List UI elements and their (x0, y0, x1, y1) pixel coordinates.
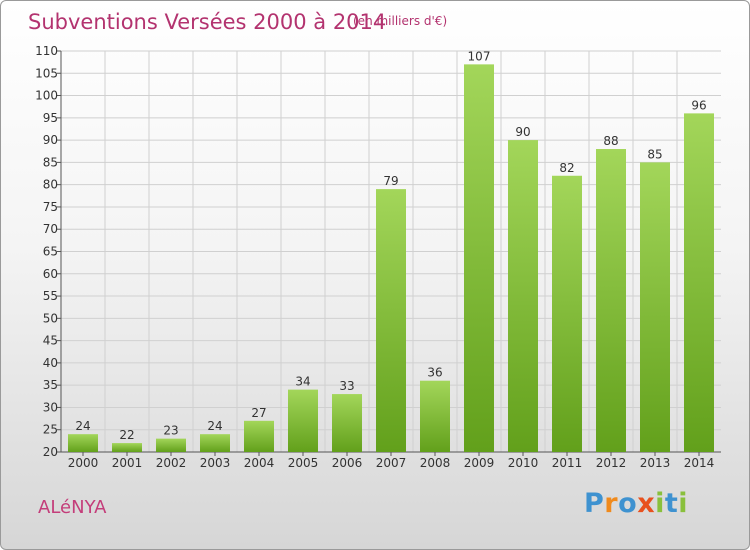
x-tick-label: 2011 (552, 456, 583, 470)
bar (552, 175, 582, 452)
bar (420, 380, 450, 452)
logo-letter: r (604, 488, 619, 519)
y-tick-label: 40 (43, 356, 58, 370)
bar (288, 389, 318, 452)
y-tick-label: 80 (43, 178, 58, 192)
logo-letter: i (678, 488, 689, 519)
value-label: 34 (295, 375, 310, 389)
y-tick-label: 100 (35, 89, 58, 103)
y-tick-label: 90 (43, 133, 58, 147)
x-tick-label: 2009 (464, 456, 495, 470)
bar (332, 394, 362, 452)
bar (244, 420, 274, 452)
value-label: 88 (603, 134, 618, 148)
value-label: 90 (515, 125, 530, 139)
value-label: 85 (647, 147, 662, 161)
value-label: 107 (468, 49, 491, 63)
bar (156, 438, 186, 452)
value-label: 36 (427, 366, 442, 380)
y-tick-label: 30 (43, 400, 58, 414)
chart-title: Subventions Versées 2000 à 2014 (28, 10, 387, 34)
value-label: 24 (75, 419, 90, 433)
y-tick-label: 35 (43, 378, 58, 392)
bar (596, 149, 626, 452)
bar (200, 434, 230, 452)
bar (68, 434, 98, 452)
bar (112, 443, 142, 452)
value-label: 24 (207, 419, 222, 433)
y-tick-label: 25 (43, 423, 58, 437)
y-tick-label: 65 (43, 245, 58, 259)
logo-letter: x (637, 488, 656, 519)
x-tick-label: 2005 (288, 456, 319, 470)
y-tick-label: 95 (43, 111, 58, 125)
x-tick-label: 2004 (244, 456, 275, 470)
value-label: 22 (119, 428, 134, 442)
y-tick-label: 110 (35, 44, 58, 58)
x-tick-label: 2010 (508, 456, 539, 470)
bar (684, 113, 714, 452)
bars (68, 64, 714, 452)
logo-letter: P (584, 488, 605, 519)
y-tick-label: 70 (43, 222, 58, 236)
x-tick-label: 2007 (376, 456, 407, 470)
axes: 20 25 30 35 40 45 50 55 60 65 70 75 80 85 90 95 100 105 11… (35, 44, 721, 470)
y-tick-label: 55 (43, 289, 58, 303)
bar (376, 189, 406, 452)
y-tick-label: 85 (43, 155, 58, 169)
value-label: 23 (163, 424, 178, 438)
logo-letter: o (618, 488, 638, 519)
y-tick-label: 20 (43, 445, 58, 459)
commune-name: ALéNYA (38, 497, 107, 518)
y-tick-label: 60 (43, 267, 58, 281)
x-tick-label: 2001 (112, 456, 143, 470)
y-tick-label: 75 (43, 200, 58, 214)
y-tick-label: 45 (43, 334, 58, 348)
x-tick-label: 2008 (420, 456, 451, 470)
x-tick-label: 2006 (332, 456, 363, 470)
proxiti-logo: Proxiti (584, 488, 688, 519)
x-tick-label: 2003 (200, 456, 231, 470)
x-tick-label: 2013 (640, 456, 671, 470)
value-label: 33 (339, 379, 354, 393)
y-tick-label: 105 (35, 66, 58, 80)
x-tick-label: 2014 (684, 456, 715, 470)
chart-subtitle: (en milliers d'€) (353, 14, 448, 28)
y-tick-label: 50 (43, 311, 58, 325)
logo-letter: t (664, 488, 679, 519)
x-tick-label: 2000 (68, 456, 99, 470)
bar (508, 140, 538, 452)
value-label: 82 (559, 161, 574, 175)
value-label: 79 (383, 174, 398, 188)
bar (640, 162, 670, 452)
value-label: 96 (691, 98, 706, 112)
x-tick-label: 2002 (156, 456, 187, 470)
bar (464, 64, 494, 452)
value-label: 27 (251, 406, 266, 420)
value-labels: 24 22 23 24 27 34 33 79 36 107 90 82 88 85 96 (75, 49, 706, 442)
logo-letter: i (655, 488, 665, 519)
x-tick-label: 2012 (596, 456, 627, 470)
